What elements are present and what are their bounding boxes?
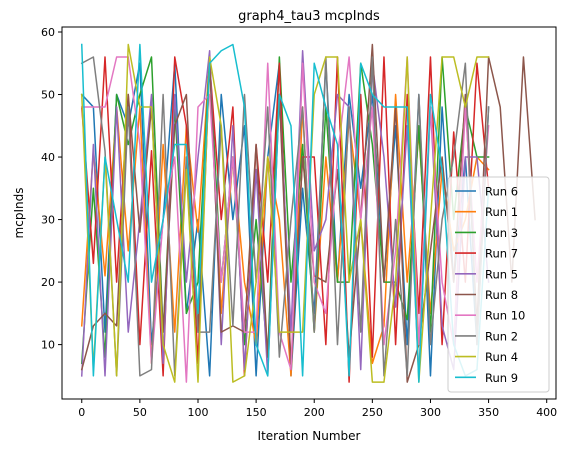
chart-title: graph4_tau3 mcpInds <box>238 9 380 24</box>
series-line-run-9 <box>80 43 490 383</box>
legend-label-run-1: Run 1 <box>485 205 518 219</box>
legend-label-run-10: Run 10 <box>485 309 525 323</box>
y-tick-label: 40 <box>41 151 55 164</box>
legend-label-run-5: Run 5 <box>485 267 518 281</box>
legend: Run 6 Run 1 Run 3 Run 7 Run 5 Run 8 Run 10 Run … <box>447 176 550 393</box>
legend-label-run-6: Run 6 <box>485 185 518 199</box>
y-tick-label: 60 <box>41 26 55 39</box>
series-line-run-3 <box>80 56 490 365</box>
series-line-run-2 <box>80 56 490 377</box>
x-tick-label: 100 <box>187 406 208 419</box>
legend-label-run-4: Run 4 <box>485 350 518 364</box>
y-tick-label: 30 <box>41 214 55 227</box>
legend-label-run-8: Run 8 <box>485 288 518 302</box>
legend-box <box>447 176 550 393</box>
plot-frame <box>61 26 557 400</box>
y-tick-label: 50 <box>41 89 55 102</box>
x-axis-ticks: 0 50 100 150 200 250 300 350 400 <box>78 399 557 419</box>
legend-label-run-9: Run 9 <box>485 371 518 385</box>
x-tick-label: 400 <box>536 406 557 419</box>
y-tick-label: 20 <box>41 276 55 289</box>
legend-label-run-7: Run 7 <box>485 247 518 261</box>
series-line-run-10 <box>81 56 490 383</box>
legend-label-run-3: Run 3 <box>485 226 518 240</box>
x-tick-label: 0 <box>78 406 85 419</box>
x-tick-label: 150 <box>246 406 267 419</box>
series-layer <box>80 43 536 383</box>
y-tick-label: 10 <box>41 339 55 352</box>
legend-label-run-2: Run 2 <box>485 329 518 343</box>
y-axis-label: mcpInds <box>12 188 26 239</box>
x-axis-label: Iteration Number <box>258 429 361 443</box>
x-tick-label: 350 <box>478 406 499 419</box>
x-tick-label: 50 <box>133 406 147 419</box>
legend-entries: Run 6 Run 1 Run 3 Run 7 Run 5 Run 8 Run 10 Run … <box>455 185 525 385</box>
series-line-run-4 <box>80 43 490 383</box>
y-axis-ticks: 10 20 30 40 50 60 <box>41 26 62 352</box>
x-tick-label: 250 <box>362 406 383 419</box>
x-tick-label: 300 <box>420 406 441 419</box>
x-tick-label: 200 <box>304 406 325 419</box>
